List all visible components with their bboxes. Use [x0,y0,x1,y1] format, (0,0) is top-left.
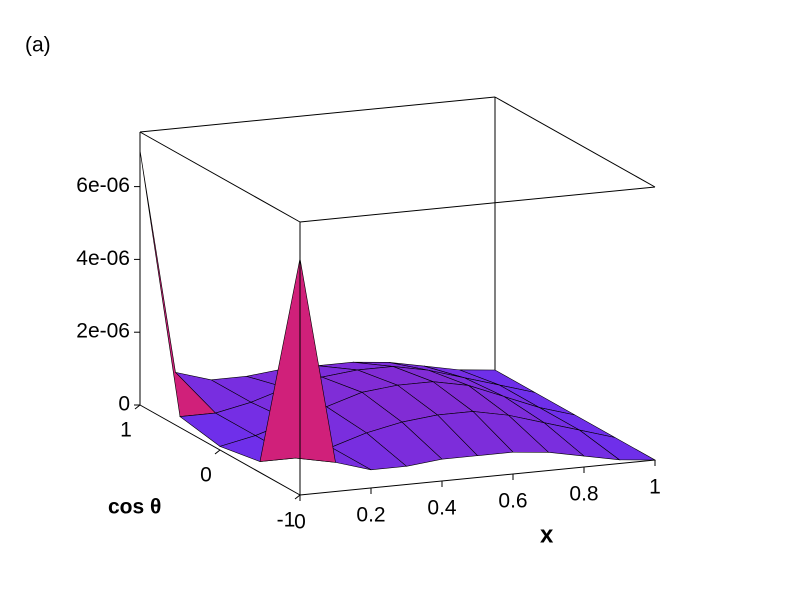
z-tick-label: 6e-06 [76,174,130,197]
box-edge [139,131,301,223]
surface-patch [139,150,217,417]
x-axis [299,459,656,496]
x-tick-label: 0.6 [498,490,527,513]
panel-label: (a) [25,34,51,57]
box-edge [299,186,656,223]
z-tick-label: 4e-06 [76,247,130,270]
box-edge [494,96,656,188]
x-tick-label: 0.2 [356,504,385,527]
x-tick-label: 0.4 [427,497,457,520]
surface-patch [259,258,336,463]
z-tick-label: 2e-06 [76,320,130,343]
y-tick-label: -1 [277,509,296,532]
y-axis-label: cos θ [108,496,161,519]
z-tick-label: 0 [118,393,130,416]
x-tick-label: 0 [294,511,306,534]
y-tick [214,449,221,455]
x-tick-label: 1 [649,476,661,499]
x-tick-label: 0.8 [569,483,598,506]
box-edge [139,96,496,133]
y-tick-label: 0 [200,464,212,487]
y-tick-label: 1 [120,419,132,442]
y-tick [134,404,141,410]
x-axis-label: x [540,521,554,548]
y-tick [294,494,301,500]
